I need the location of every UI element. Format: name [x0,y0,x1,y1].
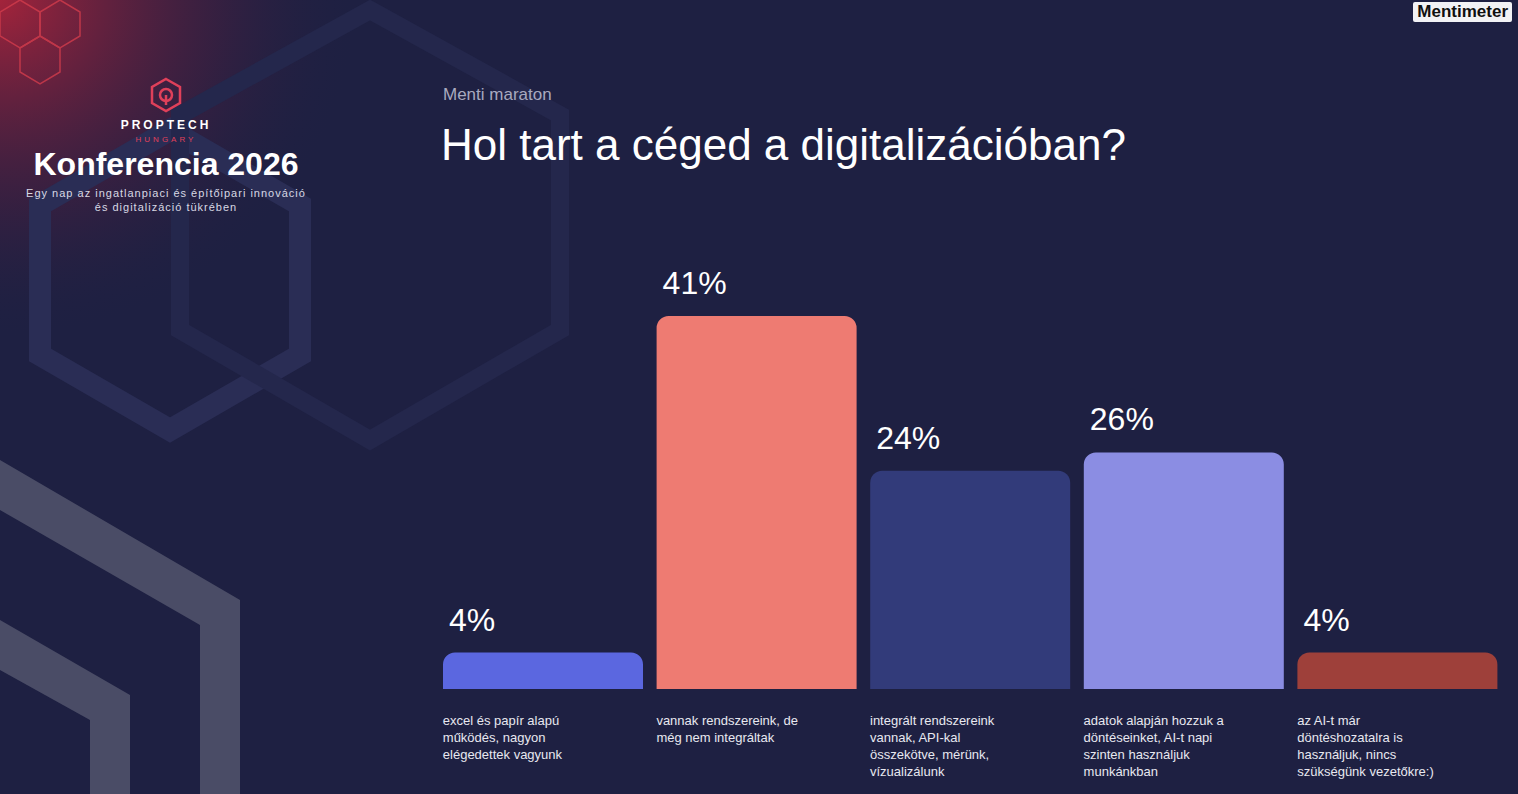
html-text:PROPTECH: PROPTECH [120,118,212,132]
html-text:Egy nap az ingatlanpiaci és ép: Egy nap az ingatlanpiaci és építőipari i… [26,187,306,213]
html-text:Menti maraton: Menti maraton [443,85,552,104]
html-text:HUNGARY: HUNGARY [135,135,197,144]
html-text:Hol tart a céged a digitalizác: Hol tart a céged a digitalizációban? [441,120,1126,169]
svg-text:az AI-t márdöntéshozatalra ish: az AI-t márdöntéshozatalra ishasználjuk,… [1297,713,1434,779]
svg-text:excel és papír alapúműködés, n: excel és papír alapúműködés, nagyonelége… [443,713,563,762]
svg-text:4%: 4% [449,602,495,638]
svg-text:41%: 41% [663,265,727,301]
svg-text:4%: 4% [1303,602,1349,638]
svg-text:vannak rendszereink, demég nem: vannak rendszereink, demég nem integrált… [656,713,798,745]
html-text:Konferencia 2026: Konferencia 2026 [33,146,299,182]
svg-text:integrált rendszereinkvannak,: integrált rendszereinkvannak, API-kalöss… [870,713,995,779]
html-text:Mentimeter: Mentimeter [1417,2,1508,21]
svg-text:24%: 24% [876,420,940,456]
svg-text:26%: 26% [1090,401,1154,437]
svg-text:adatok alapján hozzuk adöntése: adatok alapján hozzuk adöntéseinket, AI-… [1084,713,1225,779]
